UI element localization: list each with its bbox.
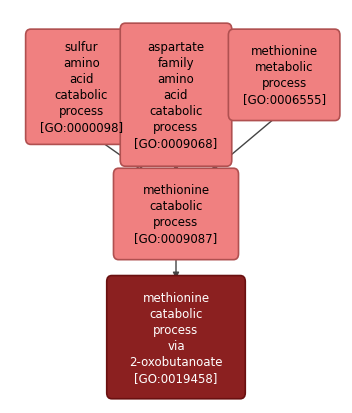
Text: methionine
catabolic
process
via
2-oxobutanoate
[GO:0019458]: methionine catabolic process via 2-oxobu… bbox=[129, 291, 223, 384]
Text: methionine
metabolic
process
[GO:0006555]: methionine metabolic process [GO:0006555… bbox=[243, 45, 326, 106]
FancyBboxPatch shape bbox=[120, 24, 232, 167]
Text: methionine
catabolic
process
[GO:0009087]: methionine catabolic process [GO:0009087… bbox=[134, 184, 218, 245]
FancyBboxPatch shape bbox=[26, 30, 137, 145]
Text: aspartate
family
amino
acid
catabolic
process
[GO:0009068]: aspartate family amino acid catabolic pr… bbox=[134, 41, 218, 150]
FancyBboxPatch shape bbox=[113, 169, 239, 260]
FancyBboxPatch shape bbox=[107, 276, 245, 399]
FancyBboxPatch shape bbox=[228, 30, 340, 121]
Text: sulfur
amino
acid
catabolic
process
[GO:0000098]: sulfur amino acid catabolic process [GO:… bbox=[40, 41, 123, 134]
